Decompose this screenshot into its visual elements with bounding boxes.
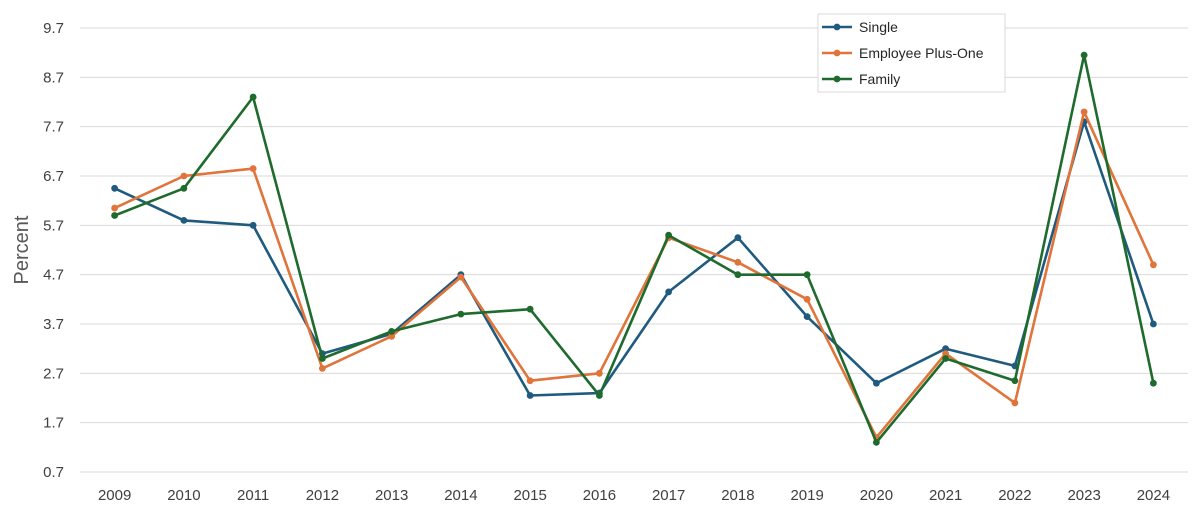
legend-marker <box>833 75 841 83</box>
x-tick-labels: 2009 2010 2011 2012 2013 2014 2015 2016 2017 2018… <box>98 487 1170 504</box>
y-tick-label: 7.7 <box>43 119 64 136</box>
data-point <box>1011 377 1019 385</box>
x-tick-label: 2011 <box>237 487 269 504</box>
data-point <box>526 392 534 399</box>
data-point <box>1080 51 1088 59</box>
series-lines <box>111 51 1157 446</box>
data-point <box>803 295 811 303</box>
data-point <box>872 379 880 387</box>
x-tick-label: 2024 <box>1137 487 1170 504</box>
data-point <box>388 332 396 340</box>
data-point <box>734 234 742 242</box>
data-point <box>595 369 603 377</box>
data-point <box>734 271 742 279</box>
data-point <box>1149 379 1157 387</box>
legend-label: Employee Plus-One <box>859 45 984 61</box>
data-point <box>1011 399 1019 407</box>
data-point <box>457 310 465 318</box>
x-tick-label: 2016 <box>583 487 616 504</box>
x-tick-label: 2015 <box>513 487 546 504</box>
x-tick-label: 2017 <box>652 487 685 504</box>
data-point <box>665 231 673 239</box>
y-tick-label: 9.7 <box>43 20 64 37</box>
series-line <box>114 53 1155 444</box>
x-tick-label: 2022 <box>998 487 1031 504</box>
data-point <box>872 439 880 446</box>
data-point <box>942 355 950 362</box>
x-tick-label: 2019 <box>790 487 823 504</box>
data-point <box>180 184 188 192</box>
data-point <box>1080 108 1088 116</box>
x-tick-label: 2020 <box>860 487 893 504</box>
y-tick-label: 3.7 <box>43 316 64 333</box>
data-point <box>1149 261 1157 269</box>
x-tick-label: 2018 <box>721 487 754 504</box>
data-point <box>1149 320 1157 328</box>
legend: Single Employee Plus-One Family <box>817 13 1006 93</box>
data-point <box>249 93 257 101</box>
data-point <box>180 172 188 180</box>
x-tick-label: 2009 <box>98 487 131 504</box>
x-tick-label: 2013 <box>375 487 408 504</box>
y-tick-labels: 0.7 1.7 2.7 3.7 4.7 5.7 6.7 7.7 8.7 9.7 <box>43 20 64 481</box>
y-tick-label: 0.7 <box>43 464 64 481</box>
data-point <box>526 305 534 313</box>
data-point <box>665 288 673 296</box>
legend-label: Family <box>859 71 900 87</box>
data-point <box>249 165 257 173</box>
data-point <box>942 345 950 353</box>
legend-label: Single <box>859 19 898 35</box>
legend-marker <box>833 23 841 31</box>
series-0 <box>111 118 1157 399</box>
data-point <box>111 184 119 192</box>
y-tick-label: 5.7 <box>43 217 64 234</box>
data-point <box>457 273 465 281</box>
x-tick-label: 2010 <box>167 487 200 504</box>
y-tick-label: 1.7 <box>43 415 64 432</box>
y-tick-label: 4.7 <box>43 267 64 284</box>
series-2 <box>111 51 1157 446</box>
data-point <box>111 212 119 219</box>
legend-marker <box>833 49 841 57</box>
data-point <box>734 258 742 266</box>
y-tick-label: 8.7 <box>43 69 64 86</box>
data-point <box>942 350 950 357</box>
x-tick-label: 2014 <box>444 487 477 504</box>
x-tick-label: 2023 <box>1067 487 1100 504</box>
data-point <box>803 313 811 320</box>
data-point <box>111 204 119 212</box>
y-axis-title: Percent <box>11 215 33 284</box>
data-point <box>388 328 396 335</box>
series-line <box>114 120 1155 397</box>
gridlines <box>80 27 1188 473</box>
data-point <box>318 355 326 362</box>
data-point <box>318 365 326 372</box>
y-tick-label: 6.7 <box>43 168 64 185</box>
series-line <box>114 110 1155 439</box>
x-tick-label: 2012 <box>306 487 339 504</box>
y-tick-label: 2.7 <box>43 365 64 382</box>
data-point <box>180 217 188 224</box>
data-point <box>249 221 257 229</box>
data-point <box>595 392 603 399</box>
x-tick-label: 2021 <box>929 487 962 504</box>
data-point <box>803 271 811 279</box>
data-point <box>526 377 534 385</box>
